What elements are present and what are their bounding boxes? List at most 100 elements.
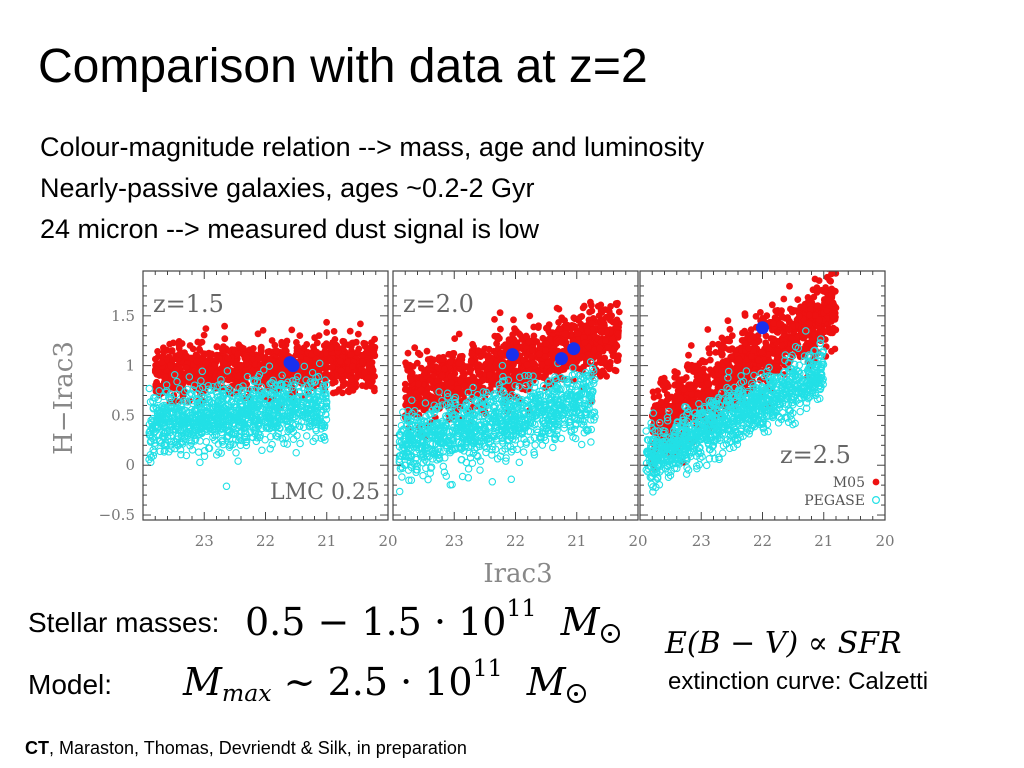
pegase-point: [222, 482, 231, 491]
pegase-point: [431, 431, 439, 439]
m05-point: [415, 380, 422, 388]
m05-point: [591, 361, 598, 368]
m05-point: [804, 294, 812, 301]
pegase-point: [160, 441, 168, 449]
pegase-point: [182, 407, 190, 415]
pegase-point: [234, 424, 242, 432]
pegase-point: [197, 377, 205, 385]
pegase-point: [560, 420, 569, 429]
m05-point: [271, 363, 279, 371]
pegase-point: [430, 426, 439, 435]
pegase-point: [500, 376, 508, 385]
m05-point: [407, 370, 415, 377]
pegase-point: [561, 408, 569, 417]
pegase-point: [589, 379, 598, 388]
pegase-point: [427, 432, 435, 440]
pegase-point: [565, 384, 574, 393]
m05-point: [581, 339, 589, 346]
pegase-point: [470, 445, 479, 454]
m05-point: [438, 356, 446, 363]
pegase-point: [537, 435, 545, 443]
pegase-point: [242, 422, 250, 431]
pegase-point: [183, 398, 192, 406]
pegase-point: [251, 386, 259, 394]
pegase-point: [581, 410, 589, 419]
m05-point: [787, 305, 794, 313]
pegase-point: [193, 389, 201, 398]
pegase-point: [545, 390, 553, 398]
pegase-point: [541, 419, 549, 428]
pegase-point: [321, 376, 329, 384]
m05-point: [294, 343, 301, 350]
pegase-point: [416, 431, 425, 440]
pegase-point: [246, 397, 254, 405]
m05-point: [493, 358, 500, 366]
pegase-point: [292, 376, 300, 384]
pegase-point: [580, 417, 588, 426]
pegase-point: [399, 435, 408, 443]
pegase-point: [577, 420, 586, 428]
pegase-point: [482, 388, 491, 397]
pegase-point: [224, 384, 233, 393]
pegase-point: [294, 394, 303, 402]
m05-point: [542, 346, 549, 354]
m05-point: [264, 373, 271, 381]
m05-point: [510, 316, 517, 324]
m05-point: [530, 332, 538, 340]
pegase-point: [151, 442, 159, 450]
pegase-point: [435, 455, 444, 463]
m05-point: [422, 390, 430, 398]
m05-point: [588, 320, 596, 327]
pegase-point: [587, 416, 595, 424]
pegase-point: [234, 457, 242, 465]
pegase-point: [160, 403, 169, 411]
pegase-point: [453, 420, 461, 428]
pegase-point: [149, 404, 158, 413]
m05-point: [434, 364, 442, 372]
pegase-point: [481, 425, 490, 434]
pegase-point: [322, 392, 330, 401]
pegase-point: [279, 390, 288, 398]
pegase-point: [395, 487, 404, 496]
m05-point: [544, 359, 552, 366]
pegase-point: [175, 398, 183, 406]
pegase-point: [204, 381, 213, 390]
pegase-point: [288, 377, 297, 385]
pegase-point: [251, 423, 260, 432]
m05-point: [369, 343, 376, 351]
pegase-point: [535, 433, 544, 442]
pegase-point: [471, 438, 479, 447]
pegase-point: [178, 407, 187, 416]
m05-point: [574, 330, 582, 337]
pegase-point: [521, 371, 529, 380]
m05-point: [329, 379, 336, 387]
pegase-point: [211, 436, 219, 444]
pegase-point: [586, 358, 595, 366]
m05-point: [328, 363, 336, 371]
m05-point: [468, 375, 476, 382]
m05-point: [598, 308, 606, 316]
pegase-point: [213, 415, 221, 424]
m05-point: [413, 374, 420, 381]
m05-point: [496, 309, 504, 317]
pegase-point: [569, 364, 577, 372]
pegase-point: [522, 381, 530, 390]
m05-point: [154, 348, 162, 355]
pegase-point: [445, 440, 453, 448]
pegase-point: [562, 375, 571, 384]
m05-point: [224, 355, 232, 362]
pegase-point: [402, 421, 411, 430]
m05-point: [339, 382, 347, 389]
m05-point: [347, 351, 355, 358]
pegase-point: [177, 432, 185, 440]
m05-point: [591, 346, 599, 354]
pegase-point: [299, 423, 308, 432]
m05-point: [570, 314, 578, 322]
m05-point: [202, 359, 210, 367]
pegase-point: [499, 426, 507, 435]
m05-point: [257, 346, 265, 354]
pegase-point: [448, 480, 456, 489]
pegase-point: [235, 406, 243, 415]
pegase-point: [286, 407, 295, 415]
m05-point: [176, 350, 183, 358]
